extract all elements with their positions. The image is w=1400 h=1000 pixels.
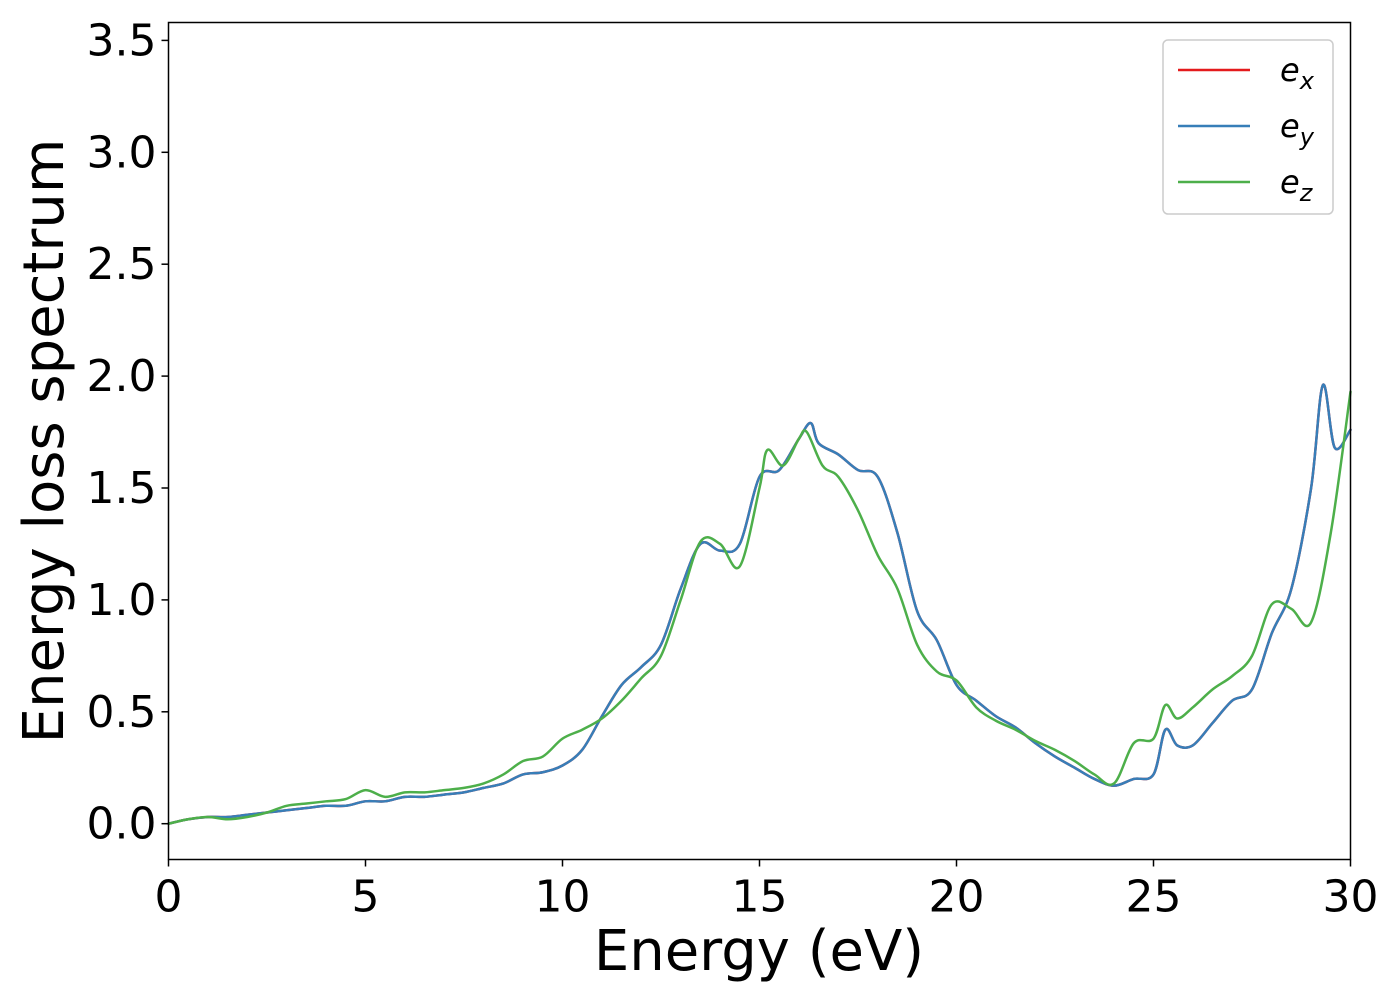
y-tick-label: 2.0 [87, 351, 157, 402]
series-line-ey [167, 383, 1352, 825]
y-tick-label: 3.0 [87, 127, 157, 178]
y-tick-label: 2.5 [87, 239, 157, 290]
x-tick-label: 25 [1126, 872, 1182, 923]
x-tick-label: 20 [929, 872, 985, 923]
x-tick-label: 30 [1323, 872, 1379, 923]
x-tick-label: 15 [732, 872, 788, 923]
series-line-ex [167, 383, 1352, 825]
legend-label-ex: ex [1280, 51, 1315, 95]
y-axis-ticks: 0.0 0.5 1.0 1.5 2.0 2.5 3.0 3.5 [87, 15, 169, 850]
y-tick-label: 0.5 [87, 687, 157, 738]
x-axis-title: Energy (eV) [594, 919, 924, 984]
x-axis-ticks: 0 5 10 15 20 25 30 [155, 859, 1379, 923]
x-tick-label: 5 [352, 872, 380, 923]
series-line-ez [167, 390, 1352, 825]
y-tick-label: 3.5 [87, 15, 157, 66]
y-axis-title: Energy loss spectrum [12, 139, 77, 744]
y-tick-label: 0.0 [87, 799, 157, 850]
y-tick-label: 1.5 [87, 463, 157, 514]
legend-label-ey: ey [1280, 107, 1315, 151]
x-tick-label: 10 [535, 872, 591, 923]
plot-series [167, 383, 1352, 825]
y-tick-label: 1.0 [87, 575, 157, 626]
x-tick-label: 0 [155, 872, 183, 923]
